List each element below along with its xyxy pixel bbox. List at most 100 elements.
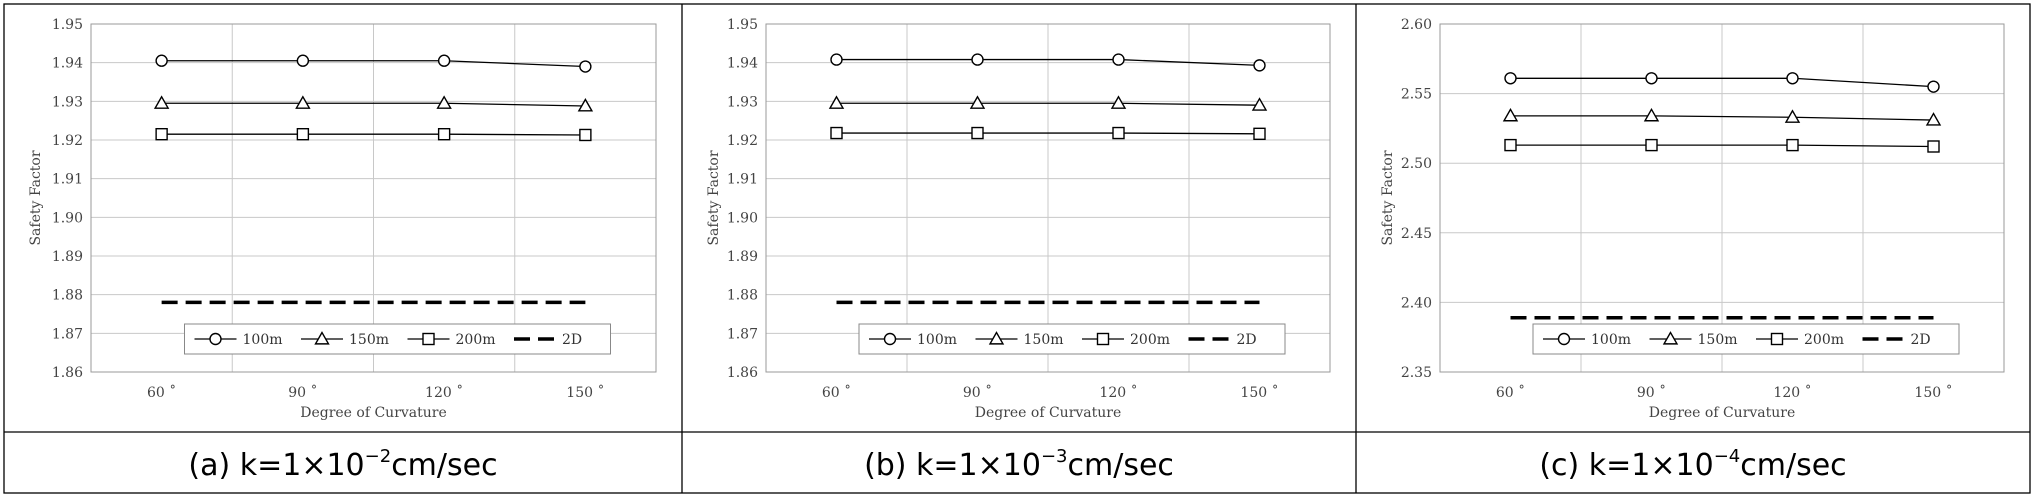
marker-square — [1770, 332, 1784, 346]
y-tick-label: 1.89 — [727, 249, 758, 265]
marker-square — [1786, 138, 1799, 152]
marker-circle — [1112, 53, 1125, 66]
marker-circle — [830, 53, 843, 66]
plot-area — [1439, 23, 2005, 373]
x-tick-label: 120 ˚ — [1099, 384, 1137, 401]
marker-square — [437, 127, 451, 141]
y-tick-label: 1.87 — [727, 326, 758, 342]
caption-prefix: (a) k=1×10 — [188, 448, 364, 483]
legend-entry: 2D — [1911, 332, 1931, 348]
y-tick-label: 2.50 — [1401, 156, 1432, 172]
y-tick-label: 1.86 — [727, 365, 758, 381]
y-tick-label: 2.40 — [1401, 295, 1432, 311]
chart-panel: 1.86 1.87 1.88 1.89 1.90 1.91 1.92 1.93 1.94 1.95… — [28, 17, 657, 483]
series-150m — [828, 95, 1268, 111]
y-tick-label: 1.92 — [52, 133, 83, 149]
y-tick-label: 2.60 — [1401, 17, 1432, 33]
x-tick-label: 120 ˚ — [1773, 384, 1811, 401]
marker-square — [971, 126, 984, 140]
marker-circle — [971, 53, 984, 66]
caption-suffix: cm/sec — [1740, 448, 1846, 483]
y-tick-label: 2.35 — [1401, 365, 1432, 381]
marker-circle — [1927, 80, 1940, 93]
y-tick-label: 1.86 — [52, 365, 83, 381]
panel-caption: (a) k=1×10−2cm/sec — [188, 446, 497, 483]
y-tick-label: 1.94 — [52, 56, 83, 72]
marker-circle — [155, 54, 168, 67]
legend-entry: 200m — [1804, 332, 1844, 348]
y-tick-label: 1.93 — [52, 94, 83, 110]
plot-area — [90, 23, 657, 373]
x-tick-label: 150 ˚ — [566, 384, 604, 401]
marker-square — [155, 127, 168, 141]
series-line — [161, 133, 586, 136]
marker-triangle — [153, 95, 170, 109]
x-axis-label: Degree of Curvature — [975, 405, 1122, 421]
y-tick-label: 1.87 — [52, 326, 83, 342]
plot-area — [765, 23, 1331, 373]
marker-triangle — [314, 331, 330, 345]
marker-square — [830, 126, 843, 140]
caption-suffix: cm/sec — [391, 448, 497, 483]
marker-circle — [296, 54, 310, 67]
marker-triangle — [1110, 95, 1127, 109]
legend-entry: 100m — [243, 332, 283, 348]
y-tick-label: 1.95 — [727, 17, 758, 33]
caption-prefix: (c) k=1×10 — [1539, 448, 1713, 483]
series-150m — [1502, 107, 1942, 126]
y-tick-label: 1.89 — [52, 249, 83, 265]
chart-panel: 2.35 2.40 2.45 2.50 2.55 2.60 60 ˚ 90 ˚ 120 ˚ 150… — [1380, 17, 2005, 483]
marker-circle — [1504, 72, 1517, 85]
caption-exponent: −3 — [1041, 446, 1068, 467]
series-line — [836, 58, 1260, 67]
series-line — [161, 102, 586, 107]
series-line — [836, 102, 1260, 106]
marker-triangle — [436, 95, 452, 109]
marker-triangle — [1925, 112, 1942, 126]
legend-entry: 200m — [1130, 332, 1170, 348]
x-tick-label: 90 ˚ — [1637, 384, 1666, 401]
marker-circle — [579, 60, 592, 73]
marker-square — [1504, 138, 1517, 152]
marker-square — [579, 128, 592, 142]
legend-entry: 150m — [1024, 332, 1064, 348]
x-tick-label: 90 ˚ — [288, 384, 317, 401]
y-tick-label: 2.55 — [1401, 87, 1432, 103]
series-200m — [830, 126, 1266, 141]
marker-triangle — [1251, 97, 1268, 111]
marker-triangle — [1662, 331, 1679, 345]
marker-square — [1253, 127, 1266, 141]
marker-circle — [1786, 72, 1799, 85]
y-tick-label: 1.91 — [52, 172, 83, 188]
panel-caption: (b) k=1×10−3cm/sec — [864, 446, 1174, 483]
marker-triangle — [988, 331, 1005, 345]
y-tick-label: 1.88 — [727, 288, 758, 304]
marker-triangle — [1784, 109, 1801, 123]
series-150m — [153, 95, 594, 112]
legend-entry: 150m — [1698, 332, 1738, 348]
marker-square — [1645, 138, 1658, 152]
caption-prefix: (b) k=1×10 — [864, 448, 1041, 483]
marker-circle — [1557, 332, 1571, 346]
series-line — [161, 60, 586, 68]
y-tick-label: 2.45 — [1401, 226, 1432, 242]
x-tick-label: 150 ˚ — [1240, 384, 1278, 401]
y-tick-label: 1.91 — [727, 172, 758, 188]
y-tick-label: 1.88 — [52, 288, 83, 304]
series-100m — [830, 53, 1266, 72]
legend-entry: 100m — [917, 332, 957, 348]
y-tick-label: 1.90 — [52, 210, 83, 226]
series-line — [836, 132, 1260, 135]
marker-square — [1927, 140, 1940, 153]
marker-circle — [437, 54, 451, 67]
figure-frame — [3, 3, 2031, 494]
y-axis-label: Safety Factor — [28, 150, 44, 245]
x-tick-label: 60 ˚ — [1496, 384, 1525, 401]
y-axis-label: Safety Factor — [706, 150, 722, 245]
series-200m — [1504, 138, 1940, 153]
y-tick-label: 1.94 — [727, 56, 758, 72]
x-tick-label: 90 ˚ — [963, 384, 992, 401]
legend-entry: 200m — [456, 332, 496, 348]
y-tick-label: 1.92 — [727, 133, 758, 149]
